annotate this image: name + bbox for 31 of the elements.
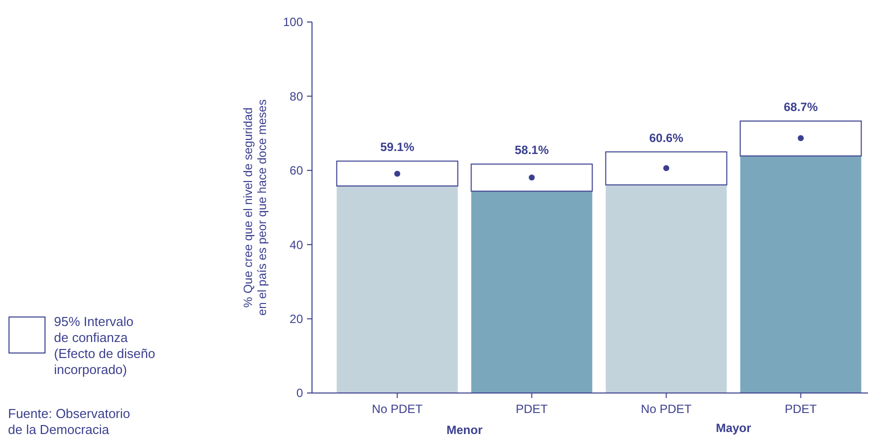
- y-tick-label: 40: [290, 238, 304, 252]
- bar: [605, 151, 728, 186]
- x-tick-label: No PDET: [640, 402, 692, 416]
- y-tick-label: 0: [296, 386, 304, 400]
- x-tick-label: No PDET: [372, 402, 424, 416]
- point: [798, 135, 804, 142]
- text: 95% Intervalo de confianza (Efecto de diseño incorporado): [54, 314, 156, 377]
- data-label: 59.1%: [380, 140, 415, 154]
- bar: [740, 156, 862, 393]
- source-note: Fuente: Observatorio de la Democracia: [8, 406, 130, 437]
- bar: [336, 160, 458, 186]
- text: Menor: [446, 423, 483, 437]
- y-tick-label: 60: [290, 164, 304, 178]
- x-tick-label: PDET: [784, 402, 818, 416]
- y-axis-title: % Que cree que el nivel de seguridad en el país es peor que hace doce meses: [241, 99, 269, 316]
- bar: [336, 186, 458, 393]
- bar: [606, 184, 727, 393]
- point: [528, 174, 535, 180]
- bar: [740, 120, 862, 156]
- point: [663, 165, 670, 172]
- data-label: 60.6%: [649, 130, 684, 145]
- y-tick-label: 100: [282, 15, 304, 30]
- y-tick-label: 80: [290, 89, 304, 104]
- data-label: 68.7%: [784, 100, 818, 114]
- text: Mayor: [716, 421, 752, 435]
- data-label: 58.1%: [514, 143, 550, 158]
- y-tick-label: 20: [290, 312, 304, 326]
- point: [394, 170, 400, 177]
- bar: [471, 191, 592, 393]
- bar: [470, 164, 593, 192]
- x-tick-label: PDET: [516, 402, 548, 416]
